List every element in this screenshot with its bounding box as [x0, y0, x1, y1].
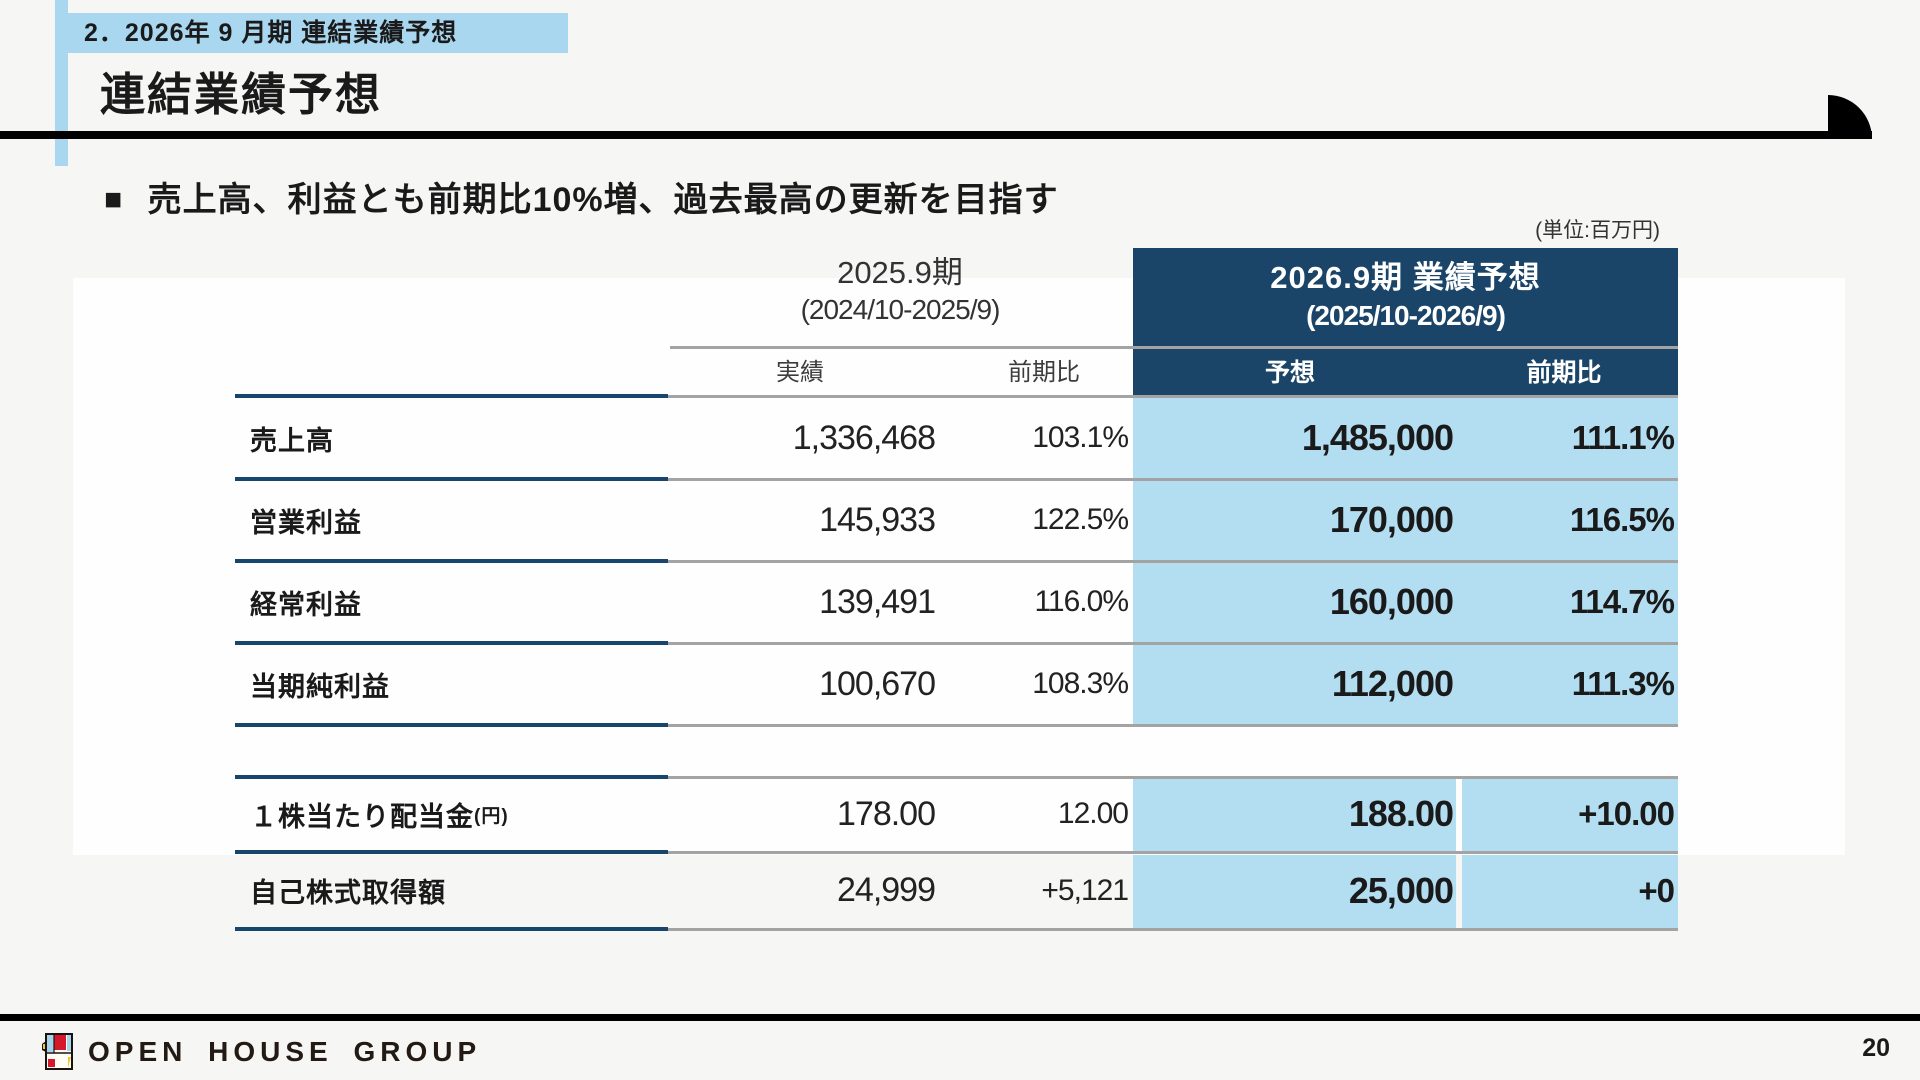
row-label: １株当たり配当金 (円)	[250, 801, 509, 832]
forecast-highlight-cell	[1133, 855, 1456, 928]
actual-value: 139,491	[819, 582, 936, 621]
table-line	[235, 559, 668, 563]
yoy-value: 108.3%	[1032, 667, 1129, 700]
forecast-yoy-value: 114.7%	[1569, 583, 1675, 620]
table-line	[668, 560, 1678, 563]
forecast-value: 188.00	[1348, 793, 1454, 834]
actual-value: 100,670	[819, 664, 936, 703]
col-header-forecast: 予想	[1264, 359, 1315, 387]
forecast-value: 112,000	[1331, 663, 1454, 704]
table-row: １株当たり配当金 (円) 178.00 12.00 188.00 +10.00	[0, 777, 1920, 851]
table-line	[668, 776, 1678, 779]
yoy-value: 116.0%	[1034, 585, 1129, 618]
table-line	[668, 395, 1678, 398]
page-title: 連結業績予想	[100, 69, 383, 120]
page-number: 20	[1862, 1034, 1890, 1062]
company-logo-text: OPEN HOUSE GROUP	[88, 1036, 482, 1067]
unit-note: (単位:百万円)	[1535, 219, 1660, 242]
row-label: 自己株式取得額	[250, 878, 446, 908]
headline-text: 売上高、利益とも前期比10%増、過去最高の更新を目指す	[147, 181, 1059, 219]
forecast-highlight-cell	[1133, 779, 1456, 851]
table-line	[668, 478, 1678, 481]
quarter-circle-icon	[1828, 95, 1872, 139]
forecast-highlight-cell	[1462, 855, 1678, 928]
table-row: 売上高 1,336,468 103.1% 1,485,000 111.1%	[0, 397, 1920, 479]
table-row: 営業利益 145,933 122.5% 170,000 116.5%	[0, 479, 1920, 561]
actual-value: 145,933	[819, 500, 936, 539]
table-line	[235, 775, 668, 779]
forecast-value: 1,485,000	[1301, 417, 1454, 458]
forecast-period-header: 2026.9期 業績予想 (2025/10-2026/9)	[1133, 248, 1678, 396]
section-tab: 2．2026年 9 月期 連結業績予想	[68, 13, 568, 53]
table-line	[668, 642, 1678, 645]
table-line	[668, 928, 1678, 931]
table-line	[668, 851, 1678, 854]
forecast-period-title: 2026.9期 業績予想	[1270, 260, 1541, 295]
footer-rule	[0, 1014, 1920, 1021]
row-label: 営業利益	[250, 507, 362, 538]
forecast-yoy-value: +10.00	[1578, 795, 1675, 832]
col-header-actual: 実績	[776, 359, 824, 386]
table-line	[670, 346, 1678, 349]
prev-period-title: 2025.9期	[837, 255, 963, 290]
table-row: 当期純利益 100,670 108.3% 112,000 111.3%	[0, 643, 1920, 725]
yoy-value: 103.1%	[1032, 421, 1129, 454]
table-line	[235, 394, 668, 398]
actual-value: 1,336,468	[792, 418, 936, 457]
row-label-suffix: (円)	[474, 805, 509, 827]
table-row: 自己株式取得額 24,999 +5,121 25,000 +0	[0, 853, 1920, 928]
row-label: 売上高	[250, 425, 334, 456]
col-header-forecast-yoy: 前期比	[1526, 359, 1602, 387]
forecast-highlight-cell	[1462, 779, 1678, 851]
yoy-value: +5,121	[1041, 873, 1129, 907]
forecast-period-subtitle: (2025/10-2026/9)	[1306, 300, 1506, 331]
row-label: 経常利益	[250, 589, 362, 620]
left-accent-bar	[55, 0, 68, 166]
open-house-logo-icon	[42, 1033, 73, 1070]
row-label: 当期純利益	[250, 671, 390, 702]
table-line	[235, 723, 668, 727]
actual-value: 178.00	[837, 794, 936, 833]
forecast-yoy-value: 111.3%	[1571, 665, 1675, 702]
title-rule	[0, 131, 1872, 139]
table-row: 経常利益 139,491 116.0% 160,000 114.7%	[0, 561, 1920, 643]
forecast-yoy-value: +0	[1638, 871, 1675, 909]
prev-period-subtitle: (2024/10-2025/9)	[800, 294, 1001, 325]
table-line	[235, 641, 668, 645]
table-line	[235, 850, 668, 854]
section-tab-label: 2．2026年 9 月期 連結業績予想	[84, 19, 458, 47]
forecast-value: 25,000	[1348, 869, 1454, 911]
table-line	[235, 477, 668, 481]
company-logo: OPEN HOUSE GROUP	[42, 1032, 481, 1072]
yoy-value: 12.00	[1057, 797, 1129, 830]
yoy-value: 122.5%	[1032, 503, 1129, 536]
actual-value: 24,999	[837, 871, 936, 909]
forecast-yoy-value: 111.1%	[1571, 419, 1675, 456]
forecast-value: 160,000	[1329, 581, 1454, 622]
prev-period-header: 2025.9期 (2024/10-2025/9)	[670, 254, 1130, 328]
forecast-value: 170,000	[1329, 499, 1454, 540]
forecast-yoy-value: 116.5%	[1569, 501, 1675, 538]
headline: ■ 売上高、利益とも前期比10%増、過去最高の更新を目指す	[104, 172, 1059, 221]
bullet-square-icon: ■	[104, 183, 124, 216]
table-line	[235, 927, 668, 931]
col-header-prev-yoy: 前期比	[1008, 359, 1080, 386]
table-line	[668, 724, 1678, 727]
